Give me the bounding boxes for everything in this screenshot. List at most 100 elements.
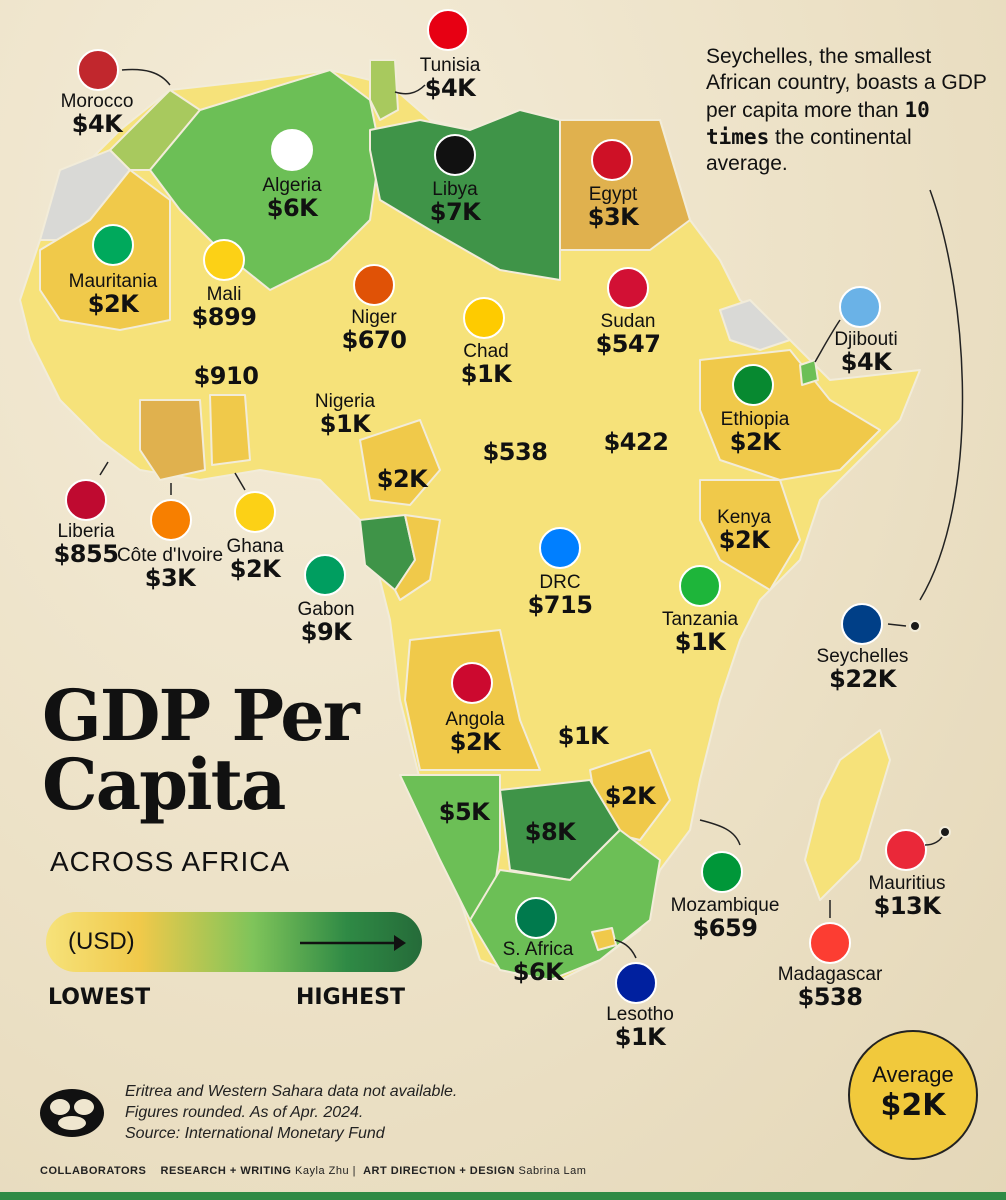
- country-label-zimbabwe: $2K: [580, 782, 680, 810]
- country-label-mozambique: Mozambique $659: [660, 896, 790, 941]
- ghana-flag: [234, 491, 276, 533]
- algeria-region: [149, 69, 381, 291]
- country-value: $659: [692, 913, 758, 942]
- country-value: $9K: [300, 617, 352, 646]
- country-value: $1K: [557, 722, 609, 750]
- country-value: $538: [797, 982, 863, 1011]
- country-label-burkina-faso: $910: [176, 362, 276, 390]
- liberia-flag: [65, 479, 107, 521]
- gabon-flag: [304, 554, 346, 596]
- country-name: Madagascar: [777, 964, 883, 985]
- country-name: S. Africa: [502, 939, 574, 960]
- country-value: $2K: [718, 525, 770, 554]
- congo-region: [394, 514, 441, 601]
- legend-highest: HIGHEST: [296, 985, 405, 1010]
- country-name: Liberia: [57, 521, 115, 542]
- credits-ad-label: ART DIRECTION + DESIGN: [363, 1165, 515, 1177]
- drc-flag: [539, 527, 581, 569]
- morocco-flag: [77, 49, 119, 91]
- country-label-algeria: Algeria $6K: [237, 176, 347, 221]
- cote-divoire-region: [139, 399, 206, 481]
- footnote-line-1: Eritrea and Western Sahara data not avai…: [125, 1083, 458, 1100]
- seychelles-island: [909, 620, 921, 632]
- country-value: $2K: [449, 727, 501, 756]
- country-label-sudan: Sudan $547: [578, 312, 678, 357]
- country-label-drc: DRC $715: [510, 573, 610, 618]
- tanzania-flag: [679, 565, 721, 607]
- country-label-s-africa: S. Africa $6K: [478, 940, 598, 985]
- country-label-angola: Angola $2K: [420, 710, 530, 755]
- country-label-seychelles: Seychelles $22K: [800, 647, 925, 692]
- country-value: $6K: [512, 957, 564, 986]
- country-name: Nigeria: [314, 391, 376, 412]
- mauritius-flag: [885, 829, 927, 871]
- country-name: Libya: [432, 179, 478, 200]
- tunisia-region: [369, 59, 399, 121]
- country-value: $3K: [587, 202, 639, 231]
- country-label-tunisia: Tunisia $4K: [400, 56, 500, 101]
- country-label-ethiopia: Ethiopia $2K: [700, 410, 810, 455]
- country-name: Mauritius: [868, 873, 946, 894]
- average-value: $2K: [880, 1088, 946, 1123]
- lesotho-flag: [615, 962, 657, 1004]
- credits-ad-name: Sabrina Lam: [518, 1165, 587, 1177]
- footnote-line-2: Figures rounded. As of Apr. 2024.: [125, 1103, 364, 1121]
- chad-flag: [463, 297, 505, 339]
- country-name: Seychelles: [816, 646, 909, 667]
- country-value: $2K: [604, 782, 656, 810]
- country-label-egypt: Egypt $3K: [558, 185, 668, 230]
- country-value: $547: [595, 329, 661, 358]
- average-badge: Average $2K: [848, 1030, 978, 1160]
- credits-rw-name: Kayla Zhu: [295, 1165, 350, 1177]
- country-label-libya: Libya $7K: [400, 180, 510, 225]
- mauritius-arrow: [924, 836, 943, 846]
- country-value: $13K: [873, 891, 941, 920]
- cameroon-region: [359, 419, 441, 506]
- country-value: $4K: [424, 73, 476, 102]
- country-value: $5K: [438, 798, 490, 826]
- tunisia-arrow: [394, 84, 426, 95]
- country-value: $910: [193, 362, 259, 390]
- country-value: $4K: [71, 109, 123, 138]
- country-value: $4K: [840, 347, 892, 376]
- djibouti-flag: [839, 286, 881, 328]
- pointer-arrows: [99, 68, 964, 959]
- country-name: Tunisia: [419, 55, 481, 76]
- country-name: Kenya: [717, 507, 771, 528]
- credits: COLLABORATORS RESEARCH + WRITING Kayla Z…: [40, 1165, 587, 1177]
- page-title: GDP Per Capita: [42, 681, 360, 819]
- country-value: $7K: [429, 197, 481, 226]
- eritrea-region: [719, 299, 791, 351]
- country-label-tanzania: Tanzania $1K: [645, 610, 755, 655]
- lesotho-arrow: [614, 939, 637, 959]
- footnote: Eritrea and Western Sahara data not avai…: [125, 1082, 457, 1144]
- note-text-post: the continental average.: [706, 125, 912, 175]
- libya-region: [369, 109, 561, 281]
- country-value: $8K: [524, 818, 576, 846]
- country-name: Morocco: [60, 91, 134, 112]
- country-label-gabon: Gabon $9K: [276, 600, 376, 645]
- country-value: $2K: [229, 554, 281, 583]
- average-label: Average: [872, 1062, 954, 1087]
- ghana-region: [209, 394, 251, 466]
- note-text-bold: 10 times: [706, 97, 930, 149]
- country-name: Mauritania: [68, 271, 158, 292]
- country-value: $422: [603, 428, 669, 456]
- country-label-nigeria: Nigeria $1K: [295, 392, 395, 437]
- country-value: $538: [482, 438, 548, 466]
- kenya-region: [699, 479, 801, 591]
- country-label-cote-divoire: Côte d'Ivoire $3K: [110, 546, 230, 591]
- country-name: Sudan: [600, 311, 656, 332]
- country-value: $1K: [674, 627, 726, 656]
- bottom-accent-bar: [0, 1192, 1006, 1200]
- country-value: $855: [53, 539, 119, 568]
- morocco-arrow: [121, 68, 171, 86]
- visual-capitalist-logo: [40, 1089, 104, 1137]
- country-name: DRC: [539, 572, 581, 593]
- country-value: $22K: [829, 664, 896, 693]
- country-name: Lesotho: [606, 1004, 674, 1025]
- angola-flag: [451, 662, 493, 704]
- country-value: $2K: [376, 465, 428, 493]
- country-label-mali: Mali $899: [174, 285, 274, 330]
- country-name: Djibouti: [834, 329, 898, 350]
